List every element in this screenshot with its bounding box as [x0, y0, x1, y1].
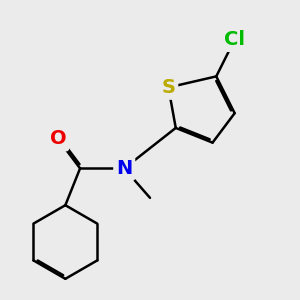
Text: S: S [161, 78, 176, 97]
Text: Cl: Cl [224, 30, 245, 49]
Text: O: O [50, 130, 66, 148]
Text: N: N [116, 159, 132, 178]
